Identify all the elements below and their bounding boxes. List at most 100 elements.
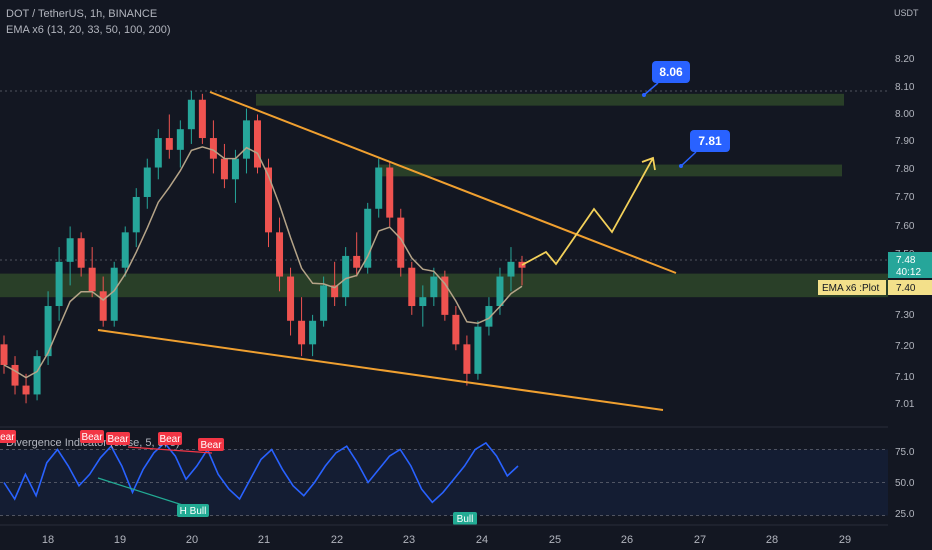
candle-body [220,158,228,180]
time-tick: 21 [258,534,270,546]
divergence-label-text: Bear [200,440,222,451]
bear-divergence-label: Bear [198,438,224,451]
candle-body [11,364,19,386]
divergence-label-box [80,430,104,443]
divergence-label-text: H Bull [180,506,207,517]
bull-divergence-label: H Bull [177,504,209,517]
divergence-label-box [177,504,209,517]
bull-divergence-label: Bull [453,512,477,525]
target-value: 7.81 [698,134,722,148]
divergence-label-text: Bull [457,514,474,525]
candle-body [209,138,217,159]
target-label-pointer [680,151,697,167]
candle-body [22,385,30,395]
bear-divergence-label: Bear [158,432,182,445]
time-tick: 27 [694,534,706,546]
zone-1 [256,93,844,106]
forecast-path [521,156,656,266]
candle-body [99,291,107,321]
price-tick: 7.01 [895,399,915,410]
target-label-1[interactable]: 8.06 [642,61,690,97]
time-tick: 23 [403,534,415,546]
candle-body [33,356,41,395]
candle-body [397,217,405,268]
candle-body [265,167,273,233]
ema-tag: EMA x6 :Plot 7.40 [818,280,932,295]
ema-value: 7.40 [896,283,916,294]
rsi-tick: 25.0 [895,509,915,520]
candle-body [165,138,173,150]
candle-body [121,232,129,268]
time-tick: 26 [621,534,633,546]
price-tick: 8.20 [895,54,915,65]
rsi-tick: 75.0 [895,447,915,458]
time-tick: 24 [476,534,488,546]
target-label-box [652,61,690,83]
candle-body [287,276,295,321]
last-price-box [888,252,932,278]
time-tick: 29 [839,534,851,546]
upper-trendline [209,91,677,274]
price-tick: 7.20 [895,341,915,352]
candle-body [231,158,239,180]
divergence-label-text: Bear [159,434,181,445]
rsi-pane: Divergence Indicator (close, 5, 5, 5)Bea… [0,430,888,525]
candle-body [77,238,85,268]
target-label-anchor [679,164,683,168]
price-tick: 7.90 [895,136,915,147]
candle-body [430,276,438,298]
candle-body [242,120,250,159]
last-price: 7.48 [896,255,916,266]
ema-label-box [818,280,886,295]
candle-body [441,276,449,315]
divergence-label-text: Bear [81,432,103,443]
bear-divergence-label: Bear [106,432,130,445]
target-label-2[interactable]: 7.81 [679,130,730,168]
candle-body [176,129,184,150]
divergence-label-box [158,432,182,445]
candle-body [143,167,151,197]
bear-divergence-line [127,446,213,454]
divergence-label-text: Bear [0,432,15,443]
forecast-line [521,157,654,266]
candle-body [309,320,317,345]
candle-body [187,99,195,130]
candle-body [298,320,306,345]
candle-body [88,267,96,292]
divergence-label-box [0,430,16,443]
candle-body [452,314,460,345]
candle-body [132,196,140,233]
bear-divergence-label: Bear [80,430,104,443]
target-value: 8.06 [659,65,683,79]
price-tick: 7.60 [895,221,915,232]
lower-trendline [97,329,664,411]
support-resistance-zones [0,93,888,298]
price-tick: 8.10 [895,82,915,93]
candle-body [154,138,162,168]
candle-body [253,120,261,168]
candle-body [110,267,118,321]
time-tick: 20 [186,534,198,546]
candle-body [55,261,63,307]
candle-body [276,232,284,277]
time-tick: 18 [42,534,54,546]
divergence-label-box [106,432,130,445]
divergence-label-text: Bear [107,434,129,445]
price-tick: 8.00 [895,109,915,120]
bear-divergence-label: Bear [0,430,16,443]
target-label-anchor [642,93,646,97]
candle-body [44,306,52,357]
target-labels[interactable]: 8.06 7.81 [642,61,730,168]
candle-body [198,99,206,139]
candle-body [496,276,504,307]
divergence-label-box [198,438,224,451]
ema-path [3,146,523,379]
time-tick: 19 [114,534,126,546]
candle-body [419,297,427,307]
candle-body [386,167,394,218]
candle-body [320,285,328,321]
indicator-legend[interactable]: EMA x6 (13, 20, 33, 50, 100, 200) [6,24,171,36]
axes: 8.208.108.007.907.807.707.607.507.307.20… [0,54,932,546]
